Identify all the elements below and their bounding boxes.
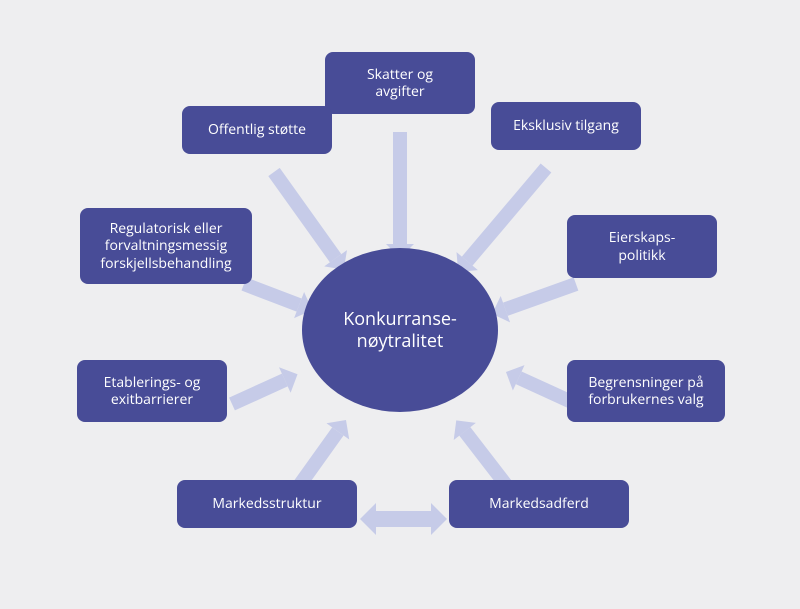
node-offentlig-label: Offentlig støtte bbox=[208, 121, 306, 139]
diagram-canvas: Konkurranse-nøytralitet Skatter ogavgifte… bbox=[0, 0, 800, 609]
center-label: Konkurranse-nøytralitet bbox=[343, 308, 457, 353]
node-skatter: Skatter ogavgifter bbox=[325, 52, 475, 114]
edge-struktur-adferd bbox=[360, 503, 447, 535]
edge-skatter-to-center bbox=[386, 132, 414, 258]
node-etablering-label: Etablerings- ogexitbarrierer bbox=[104, 374, 201, 409]
edge-etablering-to-center bbox=[226, 361, 304, 416]
node-skatter-label: Skatter ogavgifter bbox=[367, 66, 433, 101]
node-regulatorisk: Regulatorisk ellerforvaltningsmessigfors… bbox=[80, 208, 252, 284]
node-adferd-label: Markedsadferd bbox=[489, 495, 589, 513]
node-struktur: Markedsstruktur bbox=[177, 480, 357, 528]
edge-offentlig-to-center bbox=[263, 164, 356, 278]
node-eierskap-label: Eierskaps-politikk bbox=[609, 229, 675, 264]
edge-eksklusiv-to-center bbox=[447, 159, 556, 281]
node-etablering: Etablerings- ogexitbarrierer bbox=[77, 360, 227, 422]
node-adferd: Markedsadferd bbox=[449, 480, 629, 528]
node-regulatorisk-label: Regulatorisk ellerforvaltningsmessigfors… bbox=[100, 220, 231, 273]
edge-eierskap-to-center bbox=[487, 271, 580, 327]
center-node: Konkurranse-nøytralitet bbox=[302, 248, 498, 412]
node-eierskap: Eierskaps-politikk bbox=[567, 215, 717, 278]
node-begrensning: Begrensninger påforbrukernes valg bbox=[567, 360, 725, 422]
node-eksklusiv-label: Eksklusiv tilgang bbox=[513, 117, 619, 135]
node-eksklusiv: Eksklusiv tilgang bbox=[491, 102, 641, 150]
node-struktur-label: Markedsstruktur bbox=[212, 495, 321, 513]
node-offentlig: Offentlig støtte bbox=[182, 106, 332, 154]
node-begrensning-label: Begrensninger påforbrukernes valg bbox=[588, 374, 703, 409]
